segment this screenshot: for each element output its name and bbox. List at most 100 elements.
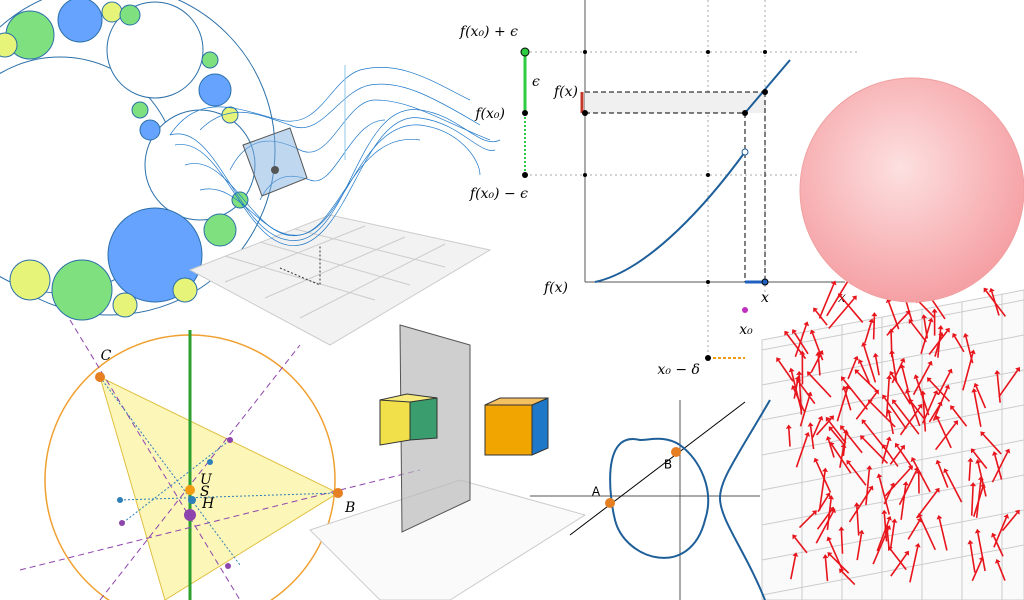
arrow [937, 463, 949, 488]
arrow [875, 356, 880, 376]
arrow [918, 300, 935, 318]
arrow [826, 499, 832, 531]
arrow [952, 407, 968, 427]
label: f(x₀) + ϵ [459, 24, 518, 40]
arrow [985, 290, 1007, 317]
arrow-head [889, 371, 895, 377]
arrow [945, 471, 963, 503]
arrow-head [868, 485, 874, 491]
arrow [827, 419, 847, 444]
arrow [856, 506, 860, 536]
arrow [922, 394, 927, 432]
arrow-head [936, 514, 943, 520]
arrow [790, 556, 797, 580]
arrow-head [904, 389, 911, 394]
arrow [827, 439, 835, 458]
arrow-head [822, 554, 829, 559]
arrow [818, 471, 826, 511]
arrow [847, 359, 857, 380]
arrow-head [886, 409, 893, 414]
arrow-head [868, 318, 875, 324]
arrow [954, 335, 965, 353]
arrow-head [908, 398, 914, 404]
arrow [863, 422, 889, 453]
arrow [841, 427, 863, 454]
arrow-head [826, 536, 832, 542]
arrow-head [807, 422, 814, 427]
arrow [971, 559, 983, 582]
arrow-head [889, 482, 896, 488]
arrow [938, 518, 948, 551]
arrow-head [841, 385, 848, 391]
arrow-head [935, 459, 942, 465]
arrow [878, 477, 891, 515]
arrow [888, 413, 895, 435]
arrow [901, 367, 909, 391]
arrow-head [970, 482, 977, 487]
arrow [899, 406, 921, 436]
arrow-head [828, 495, 834, 500]
arrow-head [861, 419, 867, 425]
arrow-head [892, 399, 897, 405]
label: B [664, 458, 672, 472]
arrow-head [983, 287, 989, 293]
arrow-head [817, 415, 824, 421]
arrow-head [953, 420, 958, 426]
arrow-head [944, 384, 951, 390]
arrow [809, 426, 815, 450]
arrow-head [886, 374, 893, 380]
arrow [842, 378, 868, 411]
arrow [900, 485, 907, 520]
arrow-head [894, 442, 900, 448]
arrow [828, 539, 844, 572]
arrow-head [988, 287, 995, 293]
arrow-head [920, 390, 927, 395]
arrow [928, 330, 948, 356]
arrow-head [947, 368, 953, 374]
arrow-head [926, 377, 932, 383]
arrow-head [971, 388, 978, 393]
arrow [826, 281, 849, 317]
arrow-head [974, 528, 981, 534]
arrow-head [840, 425, 845, 431]
arrow-head [846, 459, 852, 465]
arrow-head [970, 448, 976, 454]
arrow-head [907, 465, 913, 471]
arrow-head [796, 378, 802, 384]
vector-field [776, 278, 1021, 586]
label: x₀ [739, 322, 753, 338]
arrow [910, 401, 925, 420]
arrow-head [854, 369, 860, 375]
arrow [968, 461, 972, 481]
arrow-head [886, 515, 892, 521]
arrow [848, 462, 867, 486]
arrow [891, 353, 898, 383]
arrow-head [791, 329, 798, 335]
arrow [886, 528, 890, 549]
epsilon-delta-graph [520, 0, 860, 361]
arrow-head [973, 382, 980, 388]
arrow-head [844, 384, 851, 390]
arrow-head [811, 510, 817, 516]
arrow-head [827, 552, 833, 558]
arrow-head [967, 539, 974, 545]
arrow [818, 283, 835, 319]
arrow-head [1014, 509, 1020, 515]
arrow-head [905, 310, 911, 316]
arrow-head [1004, 448, 1011, 454]
arrow [890, 553, 908, 577]
arrow-head [840, 376, 846, 382]
arrow [876, 519, 890, 552]
arrow-head [838, 526, 845, 531]
arrow-head [967, 457, 974, 462]
arrow-head [888, 328, 895, 333]
arrow [862, 437, 889, 464]
arrow [794, 537, 808, 554]
arrow [962, 353, 974, 391]
arrow-head [927, 317, 934, 323]
arrow-head [791, 385, 797, 391]
arrow [972, 486, 984, 517]
arrow-head [937, 401, 943, 407]
label: f(x) [543, 280, 568, 296]
